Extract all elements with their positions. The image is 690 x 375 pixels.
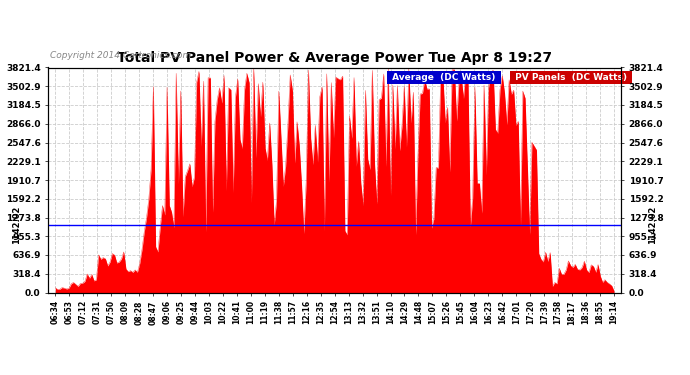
Text: 1142.02: 1142.02 (648, 206, 657, 245)
Title: Total PV Panel Power & Average Power Tue Apr 8 19:27: Total PV Panel Power & Average Power Tue… (117, 51, 552, 65)
Text: Average  (DC Watts): Average (DC Watts) (389, 73, 499, 82)
Text: PV Panels  (DC Watts): PV Panels (DC Watts) (512, 73, 630, 82)
Text: 1142.02: 1142.02 (12, 206, 21, 245)
Text: Copyright 2014 Cartronics.com: Copyright 2014 Cartronics.com (50, 51, 191, 60)
